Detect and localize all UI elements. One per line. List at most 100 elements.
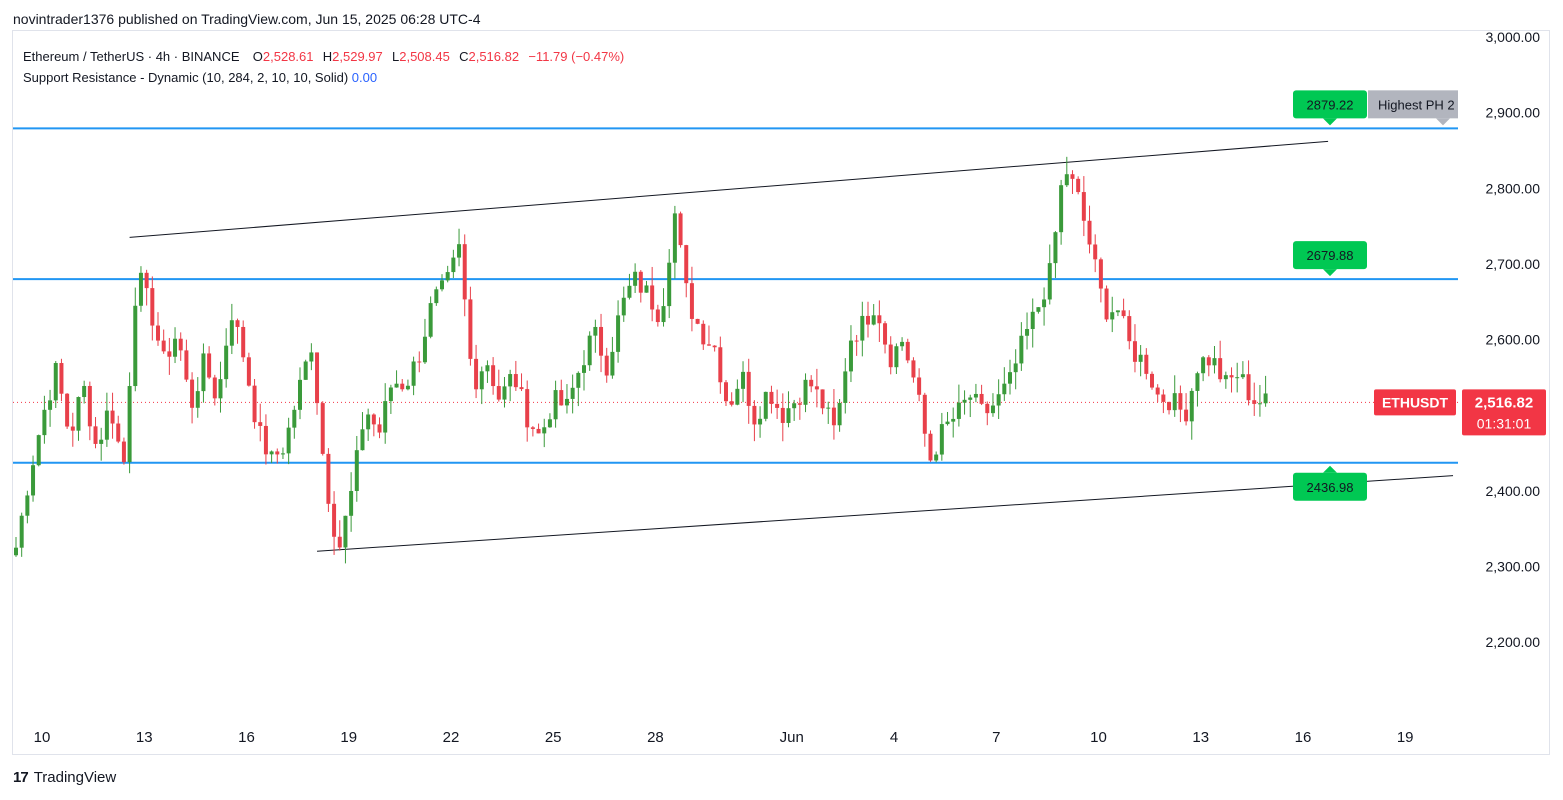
chart-legend: Ethereum / TetherUS · 4h · BINANCE O2,52… bbox=[23, 46, 624, 88]
time-axis[interactable]: 10 13 16 19 22 25 28 Jun 4 7 10 13 16 19 bbox=[34, 729, 1414, 746]
footer-brand[interactable]: 17 TradingView bbox=[13, 769, 116, 786]
candle-up bbox=[411, 361, 416, 386]
candle-down bbox=[1155, 387, 1160, 395]
candle-up bbox=[996, 394, 1001, 406]
level-tag-pointer bbox=[1323, 269, 1337, 277]
candle-down bbox=[746, 371, 751, 406]
candle-up bbox=[1008, 372, 1012, 384]
candle-down bbox=[922, 394, 927, 434]
candle-up bbox=[286, 427, 291, 454]
candle-down bbox=[809, 379, 814, 387]
candle-up bbox=[1064, 174, 1069, 186]
candle-down bbox=[468, 299, 473, 359]
candle-up bbox=[1263, 393, 1268, 404]
candle-up bbox=[127, 386, 132, 463]
candle-down bbox=[814, 386, 819, 390]
candle-down bbox=[320, 403, 325, 454]
candle-down bbox=[650, 285, 655, 310]
candle-up bbox=[956, 402, 961, 419]
candle-up bbox=[366, 414, 371, 430]
candle-down bbox=[877, 315, 882, 324]
candle-down bbox=[1184, 409, 1189, 422]
candle-down bbox=[116, 423, 121, 442]
candle-down bbox=[150, 288, 155, 326]
candle-up bbox=[1047, 263, 1052, 300]
candle-down bbox=[59, 363, 64, 394]
candle-up bbox=[945, 421, 950, 425]
x-tick-label: 13 bbox=[1192, 729, 1209, 746]
candle-down bbox=[212, 377, 217, 399]
candle-up bbox=[309, 352, 314, 362]
chart-frame[interactable] bbox=[12, 30, 1550, 755]
candle-up bbox=[939, 424, 944, 455]
candle-up bbox=[1223, 375, 1228, 380]
candle-down bbox=[258, 422, 263, 426]
candle-up bbox=[479, 371, 484, 390]
candle-up bbox=[627, 285, 632, 298]
indicator-title[interactable]: Support Resistance - Dynamic (10, 284, 2… bbox=[23, 70, 349, 85]
y-tick-label: 3,000.00 bbox=[1486, 29, 1541, 45]
candle-down bbox=[263, 425, 268, 455]
candle-down bbox=[1093, 244, 1098, 260]
candle-down bbox=[701, 323, 706, 345]
indicator-value: 0.00 bbox=[351, 70, 378, 85]
candle-down bbox=[985, 403, 990, 414]
candle-down bbox=[888, 344, 893, 368]
x-tick-label: 19 bbox=[1397, 729, 1414, 746]
candle-up bbox=[1019, 335, 1024, 364]
candle-down bbox=[93, 426, 98, 444]
candle-up bbox=[42, 409, 47, 436]
candle-down bbox=[252, 385, 257, 423]
candle-up bbox=[82, 385, 87, 398]
candle-down bbox=[400, 383, 405, 390]
candle-down bbox=[905, 341, 910, 361]
candle-down bbox=[769, 391, 774, 404]
price-axis[interactable]: 3,000.00 2,900.00 2,800.00 2,700.00 2,600.00… bbox=[1486, 29, 1541, 650]
candle-down bbox=[1132, 341, 1137, 362]
candle-down bbox=[866, 315, 870, 325]
y-tick-label: 2,900.00 bbox=[1486, 105, 1541, 121]
candle-up bbox=[25, 495, 30, 516]
symbol-price-tag bbox=[1374, 389, 1456, 416]
candle-down bbox=[1178, 393, 1183, 410]
candle-up bbox=[48, 400, 53, 410]
trendline bbox=[317, 475, 1454, 552]
symbol-title[interactable]: Ethereum / TetherUS · 4h · BINANCE bbox=[23, 49, 240, 64]
x-tick-label: 19 bbox=[340, 729, 357, 746]
candle-up bbox=[218, 379, 223, 399]
y-tick-label: 2,400.00 bbox=[1486, 483, 1541, 499]
candle-up bbox=[1036, 307, 1041, 312]
candle-down bbox=[371, 414, 376, 425]
candle-down bbox=[1127, 316, 1132, 342]
candle-up bbox=[451, 257, 456, 273]
candle-up bbox=[547, 419, 552, 428]
candle-up bbox=[786, 408, 791, 423]
candle-down bbox=[655, 309, 660, 323]
candle-up bbox=[1030, 311, 1035, 330]
candle-up bbox=[542, 427, 547, 434]
level-tag bbox=[1293, 472, 1367, 501]
y-tick-label: 2,300.00 bbox=[1486, 558, 1541, 574]
candle-up bbox=[19, 515, 24, 548]
candle-down bbox=[689, 283, 694, 319]
candle-up bbox=[1059, 185, 1064, 233]
y-tick-label: 2,800.00 bbox=[1486, 180, 1541, 196]
candle-up bbox=[803, 379, 808, 405]
candle-up bbox=[280, 453, 285, 455]
trendlines-layer bbox=[129, 140, 1454, 552]
highest-ph-label: Highest PH 2 bbox=[1378, 97, 1455, 112]
x-tick-label: 10 bbox=[1090, 729, 1107, 746]
candle-down bbox=[775, 403, 780, 408]
candle-up bbox=[871, 315, 876, 325]
candle-down bbox=[332, 503, 337, 537]
candle-up bbox=[1257, 403, 1262, 405]
change-value: −11.79 (−0.47%) bbox=[528, 49, 625, 64]
candle-up bbox=[298, 379, 302, 410]
candle-down bbox=[275, 451, 280, 455]
candle-down bbox=[462, 244, 467, 300]
x-tick-label: Jun bbox=[780, 729, 804, 746]
candle-down bbox=[820, 389, 825, 409]
candle-down bbox=[190, 379, 195, 408]
candle-up bbox=[667, 262, 672, 307]
